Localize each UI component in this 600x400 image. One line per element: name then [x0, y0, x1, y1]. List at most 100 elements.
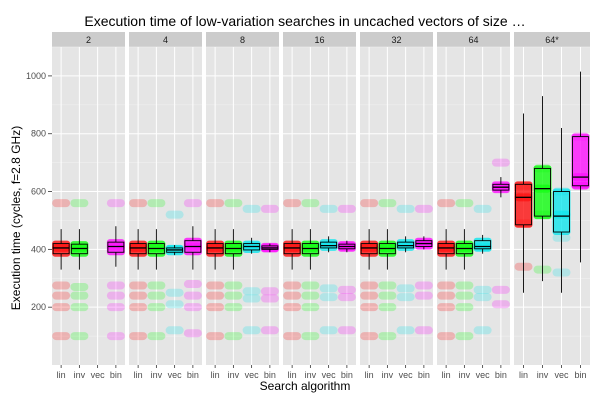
point-cluster — [283, 332, 302, 341]
point-cluster — [437, 281, 456, 290]
panel-background — [360, 47, 433, 365]
point-cluster — [147, 281, 166, 290]
point-cluster — [183, 291, 202, 300]
point-cluster — [301, 199, 320, 208]
point-cluster — [301, 281, 320, 290]
facet-strip — [437, 32, 510, 47]
point-band — [552, 188, 571, 236]
facet-panel: 16 lin inv vec bin — [283, 32, 356, 380]
point-cluster — [337, 326, 356, 335]
point-cluster — [52, 303, 71, 312]
point-band — [206, 240, 225, 257]
chart-title: Execution time of low-variation searches… — [84, 13, 525, 29]
point-cluster — [283, 291, 302, 300]
point-cluster — [455, 281, 474, 290]
box-bin — [572, 136, 589, 187]
point-cluster — [242, 326, 261, 335]
x-tick-label: vec — [554, 370, 569, 380]
point-cluster — [206, 303, 225, 312]
point-cluster — [206, 199, 225, 208]
point-cluster — [283, 281, 302, 290]
x-tick-label: inv — [459, 370, 471, 380]
box-lin — [360, 243, 378, 255]
point-cluster — [473, 326, 492, 335]
point-cluster — [52, 199, 71, 208]
facet-panel: 32 lin inv vec bin — [360, 32, 433, 380]
point-cluster — [473, 204, 492, 213]
point-cluster — [414, 204, 433, 213]
x-tick-label: lin — [211, 370, 220, 380]
point-cluster — [224, 332, 243, 341]
point-cluster — [165, 300, 184, 309]
y-tick-label: 1000 — [26, 71, 46, 81]
point-band — [571, 133, 590, 189]
point-cluster — [491, 285, 510, 294]
facet-strip — [283, 32, 356, 47]
point-cluster — [52, 291, 71, 300]
point-cluster — [129, 291, 148, 300]
box-lin — [283, 243, 301, 255]
facet-panel: 64* lin inv vec bin — [514, 32, 590, 380]
panel-background — [129, 47, 202, 365]
point-band — [473, 237, 492, 252]
x-tick-label: bin — [418, 370, 430, 380]
point-cluster — [106, 303, 125, 312]
x-tick-label: lin — [519, 370, 528, 380]
point-cluster — [301, 303, 320, 312]
facet-strip-label: 4 — [163, 35, 168, 45]
x-axis-title: Search algorithm — [260, 379, 351, 393]
facet-strip — [206, 32, 279, 47]
x-tick-label: vec — [91, 370, 106, 380]
point-cluster — [260, 294, 279, 303]
point-cluster — [360, 199, 379, 208]
point-cluster — [360, 303, 379, 312]
facet-strip-label: 16 — [314, 35, 324, 45]
point-band — [514, 181, 533, 228]
x-tick-label: bin — [187, 370, 199, 380]
facet-strip-label: 64 — [468, 35, 478, 45]
x-tick-label: bin — [264, 370, 276, 380]
y-axis: 200 400 600 800 1000 — [26, 71, 52, 312]
point-cluster — [70, 332, 89, 341]
panel-background — [437, 47, 510, 365]
facet-strip — [52, 32, 125, 47]
point-cluster — [360, 332, 379, 341]
point-cluster — [414, 326, 433, 335]
point-cluster — [242, 294, 261, 303]
point-cluster — [437, 291, 456, 300]
panel-background — [52, 47, 125, 365]
point-cluster — [473, 285, 492, 294]
point-cluster — [360, 281, 379, 290]
point-band — [52, 240, 71, 257]
point-cluster — [206, 281, 225, 290]
point-cluster — [260, 287, 279, 296]
x-tick-label: inv — [382, 370, 394, 380]
point-cluster — [337, 293, 356, 302]
y-tick-label: 800 — [31, 129, 46, 139]
point-cluster — [165, 288, 184, 297]
point-cluster — [129, 199, 148, 208]
point-cluster — [319, 293, 338, 302]
point-band — [533, 165, 552, 220]
point-cluster — [147, 199, 166, 208]
point-cluster — [360, 291, 379, 300]
point-cluster — [319, 204, 338, 213]
box-lin — [206, 243, 224, 255]
point-cluster — [129, 303, 148, 312]
point-cluster — [52, 332, 71, 341]
point-cluster — [70, 282, 89, 291]
point-cluster — [396, 204, 415, 213]
x-tick-label: lin — [442, 370, 451, 380]
point-cluster — [437, 303, 456, 312]
point-cluster — [260, 204, 279, 213]
point-cluster — [183, 303, 202, 312]
point-cluster — [414, 281, 433, 290]
point-cluster — [147, 291, 166, 300]
box-lin — [52, 243, 70, 255]
point-cluster — [378, 291, 397, 300]
x-tick-label: vec — [476, 370, 491, 380]
x-tick-label: vec — [322, 370, 337, 380]
point-band — [106, 239, 125, 256]
point-cluster — [378, 332, 397, 341]
